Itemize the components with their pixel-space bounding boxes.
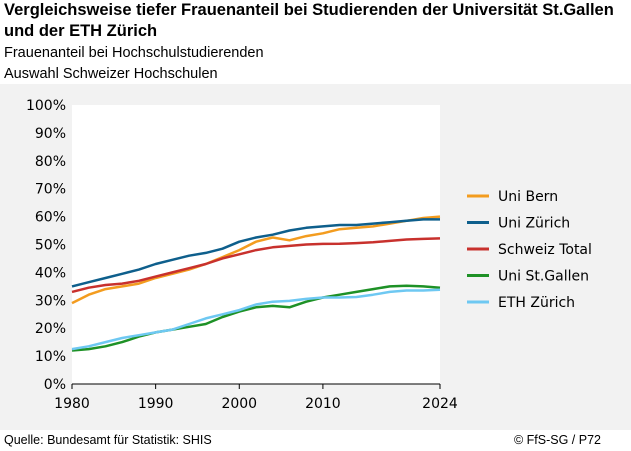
y-tick-label: 30% [35, 293, 66, 309]
y-tick-label: 70% [35, 182, 66, 198]
chart-subtitle: Frauenanteil bei Hochschulstudierenden [4, 45, 264, 61]
series-line-eth-z-rich [71, 288, 441, 351]
series-line-uni-z-rich [71, 218, 440, 288]
legend-label-uni-bern: Uni Bern [498, 189, 558, 205]
legend-label-eth-z-rich: ETH Zürich [498, 295, 575, 311]
series-line-uni-bern [71, 215, 441, 305]
series-line-schweiz-total [71, 237, 441, 294]
y-tick-label: 0% [44, 377, 66, 393]
y-tick-label: 80% [35, 154, 66, 170]
y-tick-label: 20% [35, 321, 66, 337]
x-axis: 1980 1990 2000 2010 2024 [54, 384, 458, 412]
y-tick-label: 60% [35, 210, 66, 226]
x-tick-label: 2024 [422, 396, 458, 412]
legend-label-uni-st-gallen: Uni St.Gallen [498, 269, 589, 285]
source-note: Quelle: Bundesamt für Statistik: SHIS [4, 433, 212, 447]
legend: Uni Bern Uni Zürich Schweiz Total Uni St.Ga… [467, 189, 592, 311]
plot-area [72, 105, 440, 384]
x-tick-label: 1980 [54, 396, 90, 412]
legend-label-uni-z-rich: Uni Zürich [498, 216, 570, 232]
y-tick-label: 100% [26, 98, 66, 114]
x-tick-label: 2000 [221, 396, 257, 412]
y-axis: 0% 10% 20% 30% 40% 50% 60% 70% 80% 90% 100% [26, 98, 66, 393]
series-line-uni-st-gallen [71, 284, 441, 352]
copyright-note: © FfS-SG / P72 [513, 433, 601, 447]
x-tick-label: 1990 [138, 396, 174, 412]
x-tick-label: 2010 [305, 396, 341, 412]
y-tick-label: 40% [35, 265, 66, 281]
y-tick-label: 90% [35, 126, 66, 142]
series-lines [71, 215, 441, 352]
y-tick-label: 10% [35, 349, 66, 365]
y-tick-label: 50% [35, 238, 66, 254]
chart-title: Vergleichsweise tiefer Frauenanteil bei … [4, 1, 614, 40]
chart-subtitle-selection: Auswahl Schweizer Hochschulen [4, 66, 218, 82]
legend-label-schweiz-total: Schweiz Total [498, 242, 592, 258]
